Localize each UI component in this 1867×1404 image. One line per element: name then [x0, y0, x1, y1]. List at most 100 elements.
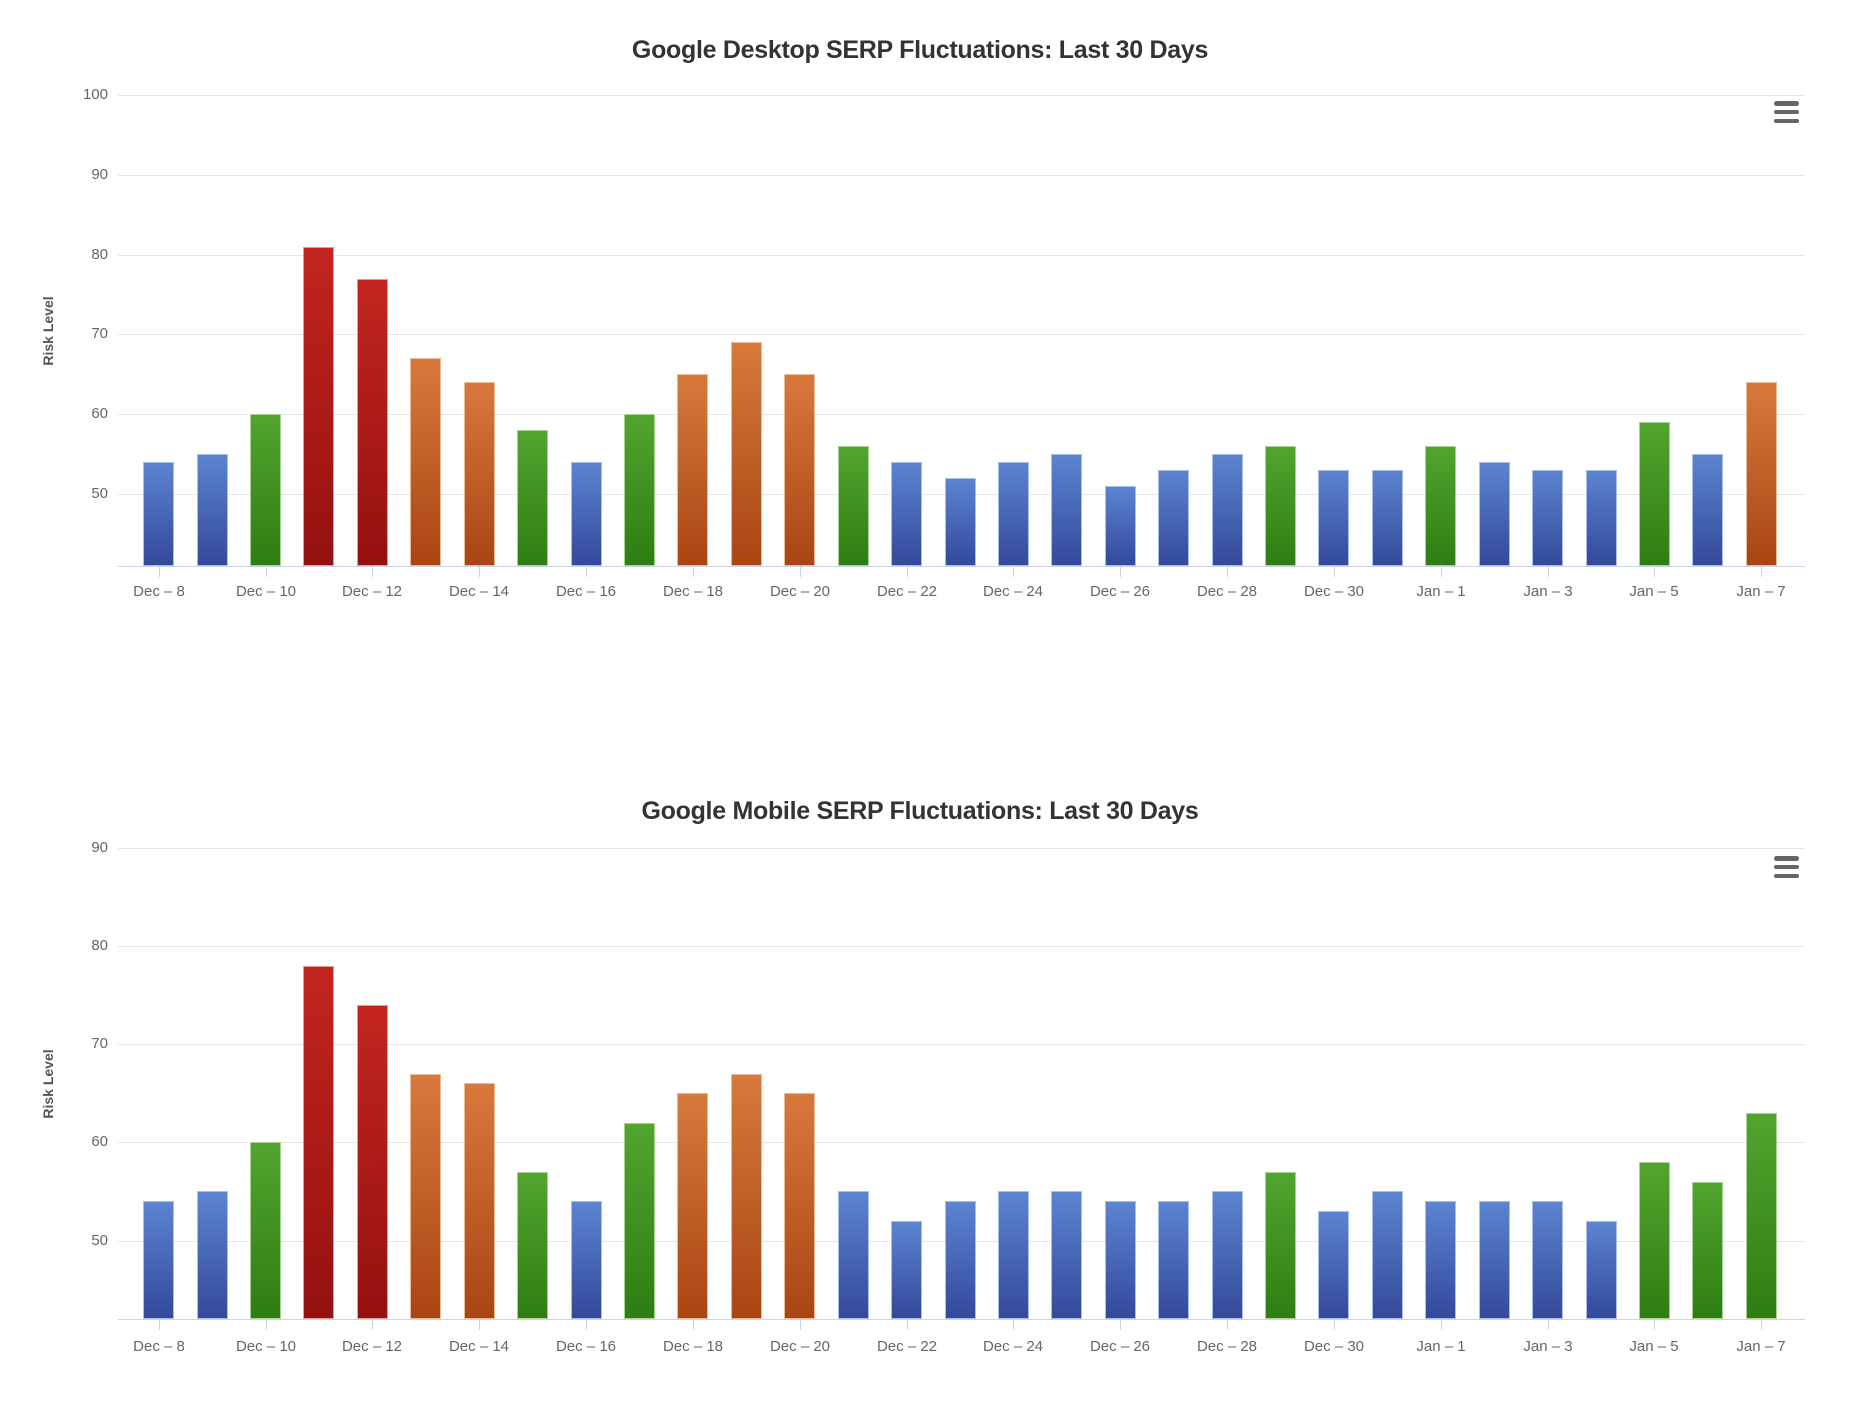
column-bar[interactable] [517, 430, 548, 566]
google-desktop-serp-chart: Google Desktop SERP Fluctuations: Last 3… [40, 36, 1805, 600]
x-axis-tick-label: Dec – 16 [555, 1338, 617, 1355]
column-bar[interactable] [891, 1221, 922, 1319]
column-bar[interactable] [945, 1201, 976, 1319]
column-bar[interactable] [1212, 1191, 1243, 1319]
column-bar[interactable] [410, 358, 441, 566]
x-axis-tick-label: Dec – 8 [133, 583, 185, 600]
column-bar[interactable] [1586, 470, 1617, 566]
x-axis-tick-label: Dec – 28 [1196, 1338, 1258, 1355]
column-bar[interactable] [1532, 1201, 1563, 1319]
column-bar[interactable] [784, 1093, 815, 1319]
column-bar[interactable] [731, 342, 762, 566]
column-bar[interactable] [571, 462, 602, 566]
column-bar[interactable] [1158, 1201, 1189, 1319]
column-bar[interactable] [1318, 470, 1349, 566]
hamburger-menu-icon [1774, 109, 1799, 115]
chart-context-menu-button[interactable] [1773, 100, 1800, 124]
column-bar[interactable] [143, 1201, 174, 1319]
column-bar[interactable] [1265, 1172, 1296, 1319]
column-bar[interactable] [998, 462, 1029, 566]
column-bar[interactable] [1746, 1113, 1777, 1319]
x-axis-tick [1227, 567, 1228, 577]
y-axis-tick-label: 100 [82, 86, 108, 103]
x-axis-tick [1548, 567, 1549, 577]
x-axis-tick-label: Dec – 24 [982, 583, 1044, 600]
x-axis-tick [479, 567, 480, 577]
x-axis-tick [800, 1320, 801, 1330]
column-bar[interactable] [1425, 1201, 1456, 1319]
column-bar[interactable] [1212, 454, 1243, 566]
x-axis-tick [372, 567, 373, 577]
x-axis-tick-label: Dec – 22 [876, 583, 938, 600]
column-bar[interactable] [1265, 446, 1296, 566]
column-bar[interactable] [1372, 470, 1403, 566]
column-bar[interactable] [998, 1191, 1029, 1319]
gridline [118, 1044, 1805, 1045]
column-bar[interactable] [1586, 1221, 1617, 1319]
column-bar[interactable] [1639, 422, 1670, 566]
column-bar[interactable] [1692, 1182, 1723, 1319]
x-axis-tick [693, 1320, 694, 1330]
y-axis-title: Risk Level [40, 1048, 56, 1119]
x-axis-tick-label: Dec – 14 [448, 583, 510, 600]
column-bar[interactable] [624, 1123, 655, 1319]
x-axis-tick [479, 1320, 480, 1330]
column-bar[interactable] [1372, 1191, 1403, 1319]
x-axis-tick-label: Dec – 30 [1303, 1338, 1365, 1355]
column-bar[interactable] [677, 1093, 708, 1319]
column-bar[interactable] [464, 382, 495, 566]
chart-context-menu-button[interactable] [1773, 855, 1800, 879]
y-axis-tick-label: 60 [91, 1133, 108, 1150]
column-bar[interactable] [1425, 446, 1456, 566]
x-axis-tick-label: Dec – 8 [133, 1338, 185, 1355]
y-axis-tick-label: 80 [91, 246, 108, 263]
column-bar[interactable] [1639, 1162, 1670, 1319]
column-bar[interactable] [1105, 486, 1136, 566]
column-bar[interactable] [945, 478, 976, 566]
y-axis-tick-label: 90 [91, 166, 108, 183]
column-bar[interactable] [1051, 1191, 1082, 1319]
column-bar[interactable] [624, 414, 655, 566]
x-axis-tick [1654, 1320, 1655, 1330]
column-bar[interactable] [1318, 1211, 1349, 1319]
column-bar[interactable] [731, 1074, 762, 1319]
column-bar[interactable] [303, 247, 334, 566]
column-bar[interactable] [464, 1083, 495, 1319]
column-bar[interactable] [677, 374, 708, 566]
column-bar[interactable] [1105, 1201, 1136, 1319]
x-axis-tick-label: Dec – 10 [235, 583, 297, 600]
x-axis-tick [1441, 1320, 1442, 1330]
column-bar[interactable] [1158, 470, 1189, 566]
column-bar[interactable] [571, 1201, 602, 1319]
column-bar[interactable] [410, 1074, 441, 1319]
column-bar[interactable] [1692, 454, 1723, 566]
column-bar[interactable] [784, 374, 815, 566]
column-bar[interactable] [197, 1191, 228, 1319]
column-bar[interactable] [250, 414, 281, 566]
column-bar[interactable] [1479, 462, 1510, 566]
y-axis-tick-label: 50 [91, 485, 108, 502]
column-bar[interactable] [1532, 470, 1563, 566]
column-bar[interactable] [303, 966, 334, 1319]
x-axis-tick-label: Dec – 12 [341, 1338, 403, 1355]
chart-title: Google Desktop SERP Fluctuations: Last 3… [631, 36, 1209, 64]
y-axis-tick-label: 80 [91, 937, 108, 954]
column-bar[interactable] [357, 279, 388, 566]
x-axis-tick [1227, 1320, 1228, 1330]
column-bar[interactable] [891, 462, 922, 566]
column-bar[interactable] [517, 1172, 548, 1319]
x-axis-tick-label: Jan – 3 [1523, 583, 1573, 600]
column-bar[interactable] [250, 1142, 281, 1319]
column-bar[interactable] [1051, 454, 1082, 566]
column-bar[interactable] [838, 446, 869, 566]
hamburger-menu-icon [1774, 101, 1799, 106]
column-bar[interactable] [1746, 382, 1777, 566]
x-axis-tick [1120, 1320, 1121, 1330]
gridline [118, 175, 1805, 176]
column-bar[interactable] [143, 462, 174, 566]
column-bar[interactable] [357, 1005, 388, 1319]
column-bar[interactable] [197, 454, 228, 566]
x-axis-tick-label: Dec – 26 [1089, 583, 1151, 600]
column-bar[interactable] [838, 1191, 869, 1319]
column-bar[interactable] [1479, 1201, 1510, 1319]
